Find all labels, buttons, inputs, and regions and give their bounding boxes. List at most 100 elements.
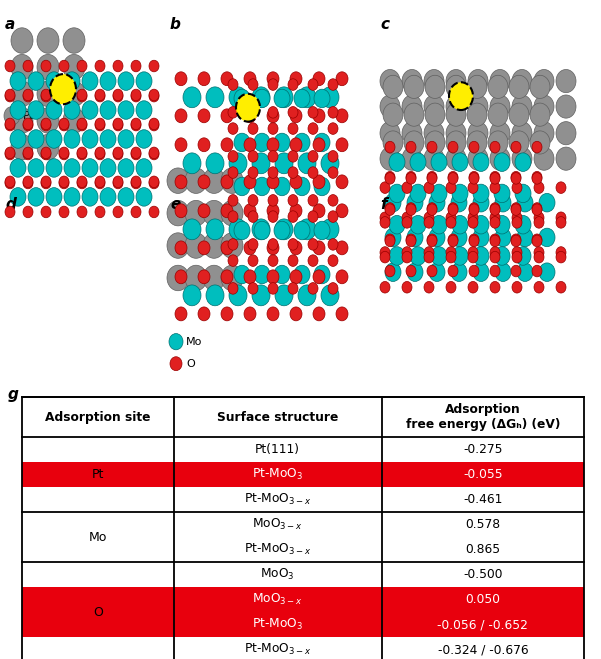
Circle shape xyxy=(532,171,542,183)
Circle shape xyxy=(175,175,187,188)
Circle shape xyxy=(288,283,298,294)
Circle shape xyxy=(254,265,270,284)
Circle shape xyxy=(452,153,468,171)
Circle shape xyxy=(244,270,256,284)
Circle shape xyxy=(451,228,467,246)
Text: -0.500: -0.500 xyxy=(463,568,502,581)
Circle shape xyxy=(532,141,542,153)
Circle shape xyxy=(294,89,310,107)
Circle shape xyxy=(530,131,550,154)
Circle shape xyxy=(59,176,69,188)
Circle shape xyxy=(294,133,310,152)
Circle shape xyxy=(41,176,51,188)
Circle shape xyxy=(328,150,338,162)
Circle shape xyxy=(328,194,338,206)
Circle shape xyxy=(183,153,201,174)
Text: O: O xyxy=(93,606,103,619)
Text: c: c xyxy=(380,17,389,32)
Circle shape xyxy=(248,283,258,294)
Circle shape xyxy=(469,203,479,214)
Circle shape xyxy=(50,74,76,104)
Circle shape xyxy=(100,188,116,206)
Text: MoO$_{3-x}$: MoO$_{3-x}$ xyxy=(252,517,303,532)
Circle shape xyxy=(517,228,533,246)
Circle shape xyxy=(167,168,189,194)
Circle shape xyxy=(23,147,33,159)
Circle shape xyxy=(63,107,85,133)
Circle shape xyxy=(539,263,555,281)
Bar xyxy=(22,462,584,487)
Circle shape xyxy=(490,204,500,215)
Circle shape xyxy=(149,148,159,160)
Circle shape xyxy=(248,150,258,162)
Circle shape xyxy=(185,200,207,226)
Circle shape xyxy=(100,130,116,148)
Text: b: b xyxy=(170,17,181,32)
Circle shape xyxy=(511,235,521,246)
Circle shape xyxy=(380,122,400,145)
Circle shape xyxy=(314,89,330,107)
Circle shape xyxy=(380,95,400,118)
Circle shape xyxy=(95,90,105,102)
Circle shape xyxy=(5,177,15,188)
Bar xyxy=(22,397,584,437)
Circle shape xyxy=(308,107,318,118)
Circle shape xyxy=(448,141,458,153)
Circle shape xyxy=(59,206,69,217)
Circle shape xyxy=(136,72,152,90)
Circle shape xyxy=(290,175,302,188)
Circle shape xyxy=(5,118,15,130)
Circle shape xyxy=(41,89,51,101)
Circle shape xyxy=(41,118,51,130)
Circle shape xyxy=(46,101,62,119)
Circle shape xyxy=(228,150,238,162)
Circle shape xyxy=(267,270,279,284)
Circle shape xyxy=(95,60,105,72)
Circle shape xyxy=(46,130,62,148)
Circle shape xyxy=(402,281,412,293)
Circle shape xyxy=(28,159,44,177)
Circle shape xyxy=(402,182,412,194)
Circle shape xyxy=(268,255,278,266)
Circle shape xyxy=(328,255,338,266)
Circle shape xyxy=(185,265,207,291)
Circle shape xyxy=(314,133,330,152)
Circle shape xyxy=(221,138,233,152)
Circle shape xyxy=(446,131,466,154)
Circle shape xyxy=(427,234,437,246)
Circle shape xyxy=(534,251,544,263)
Circle shape xyxy=(149,89,159,101)
Circle shape xyxy=(290,72,302,86)
Circle shape xyxy=(41,90,51,102)
Circle shape xyxy=(473,194,489,212)
Circle shape xyxy=(532,265,542,277)
Circle shape xyxy=(175,109,187,123)
Circle shape xyxy=(380,217,390,228)
Circle shape xyxy=(77,90,87,102)
Circle shape xyxy=(113,177,123,188)
Circle shape xyxy=(448,171,458,183)
Circle shape xyxy=(244,138,256,152)
Circle shape xyxy=(380,246,390,258)
Circle shape xyxy=(113,147,123,159)
Circle shape xyxy=(534,147,554,170)
Circle shape xyxy=(556,69,576,93)
Circle shape xyxy=(468,95,488,118)
Circle shape xyxy=(23,148,33,160)
Circle shape xyxy=(473,153,489,171)
Circle shape xyxy=(118,159,134,177)
Circle shape xyxy=(254,89,270,107)
Circle shape xyxy=(234,89,250,107)
Circle shape xyxy=(268,79,278,90)
Circle shape xyxy=(336,241,348,255)
Text: Pt(111): Pt(111) xyxy=(255,443,300,456)
Circle shape xyxy=(313,175,325,188)
Circle shape xyxy=(490,173,500,184)
Circle shape xyxy=(23,90,33,102)
Text: Surface structure: Surface structure xyxy=(217,411,338,424)
Circle shape xyxy=(248,211,258,222)
Circle shape xyxy=(149,177,159,188)
Circle shape xyxy=(424,281,434,293)
Circle shape xyxy=(206,153,224,174)
Circle shape xyxy=(23,177,33,188)
